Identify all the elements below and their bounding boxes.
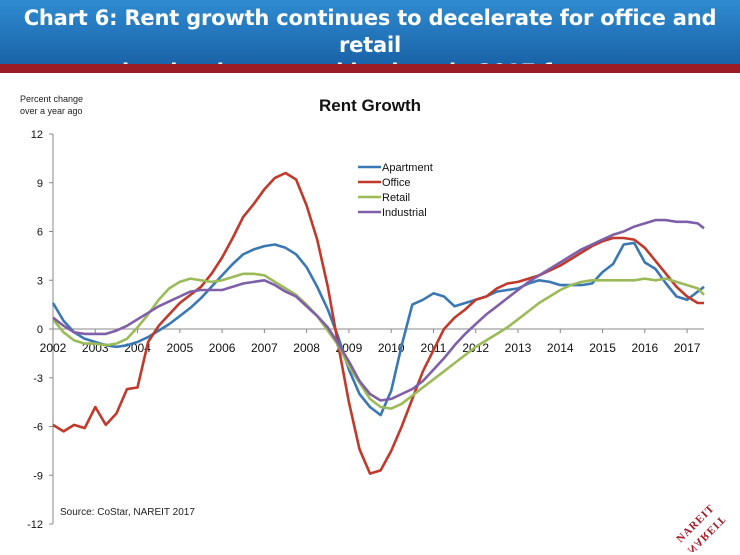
rent-growth-chart: Rent Growth Percent change over a year a…	[20, 94, 705, 531]
y-tick-label: 9	[37, 178, 43, 190]
legend-label-office: Office	[382, 177, 411, 189]
y-tick-label: 3	[37, 275, 43, 287]
y-tick-label: -6	[33, 422, 43, 434]
series-line-office	[52, 171, 704, 475]
x-tick-label: 2005	[166, 341, 193, 355]
legend-label-apartment: Apartment	[382, 162, 433, 174]
y-tick-label: 6	[37, 227, 43, 239]
series-line-industrial	[52, 218, 705, 402]
x-tick-label: 2013	[505, 341, 532, 355]
x-tick-label: 2007	[251, 341, 278, 355]
series-line-apartment	[51, 241, 705, 417]
y-tick-label: -3	[33, 373, 43, 385]
nareit-logo: NAREIT NAREIT	[674, 502, 726, 552]
y-axis-label-line-1: Percent change	[20, 94, 83, 104]
x-tick-label: 2017	[674, 341, 701, 355]
legend-label-industrial: Industrial	[382, 207, 427, 219]
y-tick-label: -9	[33, 470, 43, 482]
legend-label-retail: Retail	[382, 192, 410, 204]
x-tick-label: 2008	[293, 341, 320, 355]
y-axis-label-line-2: over a year ago	[20, 106, 83, 116]
legend: Apartment Office Retail Industrial	[358, 162, 433, 219]
x-tick-label: 2014	[547, 341, 574, 355]
x-tick-label: 2006	[209, 341, 236, 355]
page-title-line-1: Chart 6: Rent growth continues to decele…	[23, 6, 717, 57]
series-line-retail	[51, 272, 705, 410]
x-tick-label: 2010	[378, 341, 405, 355]
source-note: Source: CoStar, NAREIT 2017	[60, 507, 195, 518]
chart-title: Rent Growth	[319, 96, 421, 115]
header-rule	[0, 64, 740, 73]
x-tick-label: 2016	[631, 341, 658, 355]
x-tick-label: 2015	[589, 341, 616, 355]
y-tick-label: -12	[27, 519, 43, 531]
y-tick-label: 12	[31, 129, 43, 141]
header-banner: Chart 6: Rent growth continues to decele…	[0, 0, 740, 111]
y-tick-label: 0	[37, 324, 43, 336]
